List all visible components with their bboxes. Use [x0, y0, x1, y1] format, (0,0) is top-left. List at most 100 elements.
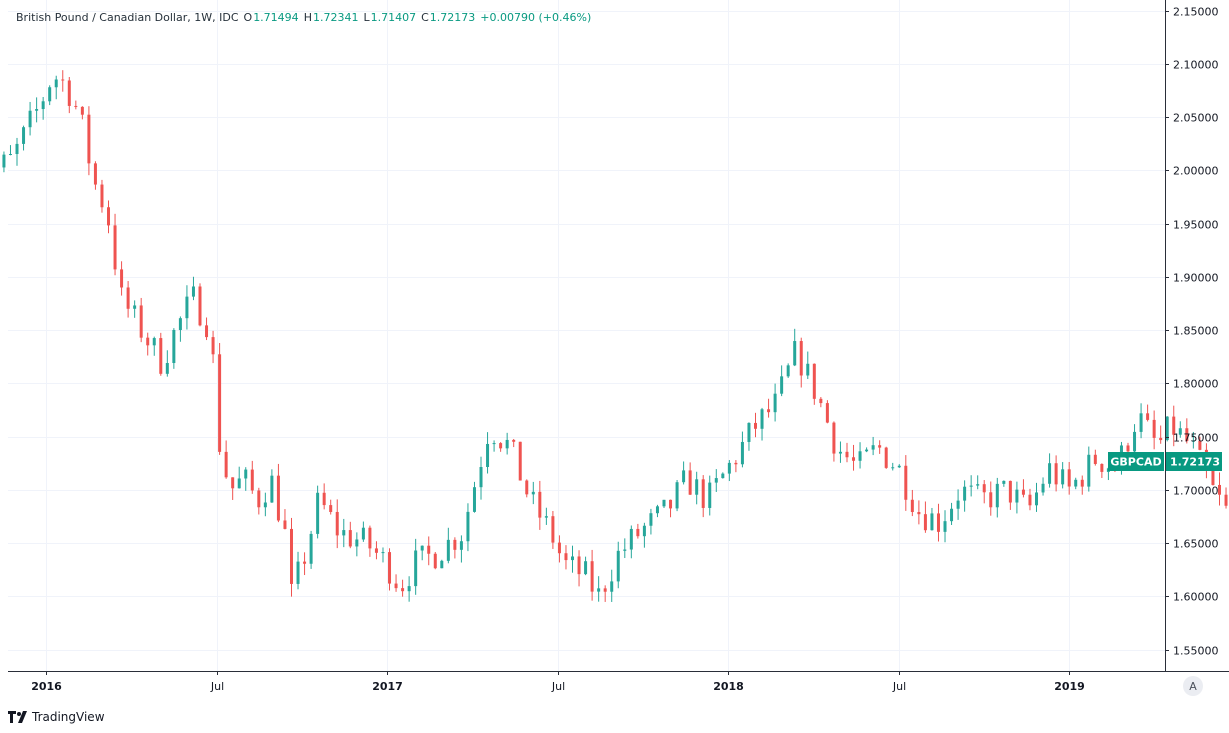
candle-body [891, 467, 895, 469]
candle [584, 556, 588, 576]
candle-body [1139, 413, 1143, 432]
candle [459, 535, 463, 563]
symbol-description[interactable]: British Pound / Canadian Dollar, 1W, IDC [16, 10, 239, 24]
candle-body [329, 505, 333, 512]
candle [557, 535, 561, 563]
candle [276, 463, 280, 523]
time-tick-label: 2019 [1054, 680, 1085, 693]
candle [675, 479, 679, 512]
candle [2, 151, 6, 173]
candle-body [1224, 494, 1228, 506]
candle [309, 530, 313, 569]
candle-body [897, 465, 901, 468]
candle-body [67, 80, 71, 106]
candle [838, 441, 842, 463]
candle-body [1198, 440, 1202, 450]
open-label: O [243, 10, 253, 24]
candle-body [518, 441, 522, 481]
candle-body [479, 467, 483, 488]
price-tick-label: 2.10000 [1173, 59, 1219, 72]
candle [760, 407, 764, 441]
candle [655, 504, 659, 518]
grid-lines [8, 0, 1165, 671]
candle-body [642, 525, 646, 537]
candle-body [100, 184, 104, 208]
candle-body [793, 341, 797, 366]
candle-body [1126, 445, 1130, 452]
candle-body [571, 556, 575, 561]
candle [257, 487, 261, 515]
candle [982, 480, 986, 504]
candle [165, 350, 169, 377]
candle-body [1178, 428, 1182, 435]
candle-body [283, 520, 287, 529]
candle-body [407, 586, 411, 592]
auto-scale-button[interactable]: A [1183, 676, 1203, 696]
candle-body [858, 451, 862, 461]
candle [780, 365, 784, 397]
candle-body [1035, 492, 1039, 506]
candle [329, 499, 333, 515]
candle-body [838, 451, 842, 454]
candle [446, 527, 450, 564]
candle-body [368, 527, 372, 549]
candle [512, 438, 516, 448]
candle [629, 525, 633, 559]
candle-body [773, 393, 777, 413]
candle [224, 440, 228, 479]
candle [1152, 410, 1156, 450]
candle-body [1211, 470, 1215, 485]
candle-body [1172, 416, 1176, 435]
price-tick-label: 1.80000 [1173, 378, 1219, 391]
candle [590, 549, 594, 601]
candle [231, 477, 235, 500]
candle-body [923, 514, 927, 531]
candle [695, 471, 699, 505]
candle-body [531, 491, 535, 495]
candle-body [799, 341, 803, 376]
candle-body [623, 549, 627, 551]
candle-body [205, 325, 209, 338]
price-tick-label: 1.85000 [1173, 325, 1219, 338]
candle [845, 442, 849, 463]
candle-body [616, 550, 620, 582]
candle-body [303, 561, 307, 564]
candle-body [714, 478, 718, 483]
candle-body [845, 451, 849, 458]
candle [41, 96, 45, 120]
price-tag-value: 1.72173 [1170, 456, 1220, 469]
candle [597, 576, 601, 602]
candle [80, 106, 84, 120]
candle-body [401, 588, 405, 592]
candle-body [459, 541, 463, 550]
candle-body [1061, 469, 1065, 485]
candle-body [701, 479, 705, 508]
candle-body [760, 409, 764, 429]
candle-body [950, 508, 954, 522]
candle [218, 343, 222, 455]
candle [531, 481, 535, 505]
candle [440, 559, 444, 569]
candle [904, 455, 908, 511]
candle-body [695, 479, 699, 495]
candle [662, 499, 666, 509]
candle [852, 444, 856, 471]
candle [466, 503, 470, 552]
price-tag-value-bg [1166, 452, 1222, 471]
candle-body [603, 588, 607, 592]
candle-body [191, 286, 195, 297]
candle [322, 483, 326, 510]
tradingview-logo[interactable]: TradingView [8, 707, 105, 727]
candle-body [655, 506, 659, 514]
candle [453, 537, 457, 559]
candle-body [564, 553, 568, 561]
candle-body [584, 561, 588, 575]
candle-body [107, 207, 111, 226]
candle-body [1191, 440, 1195, 442]
candle [544, 507, 548, 525]
candle [205, 317, 209, 341]
candle-body [472, 487, 476, 512]
candle-body [61, 79, 65, 81]
candle [394, 574, 398, 592]
